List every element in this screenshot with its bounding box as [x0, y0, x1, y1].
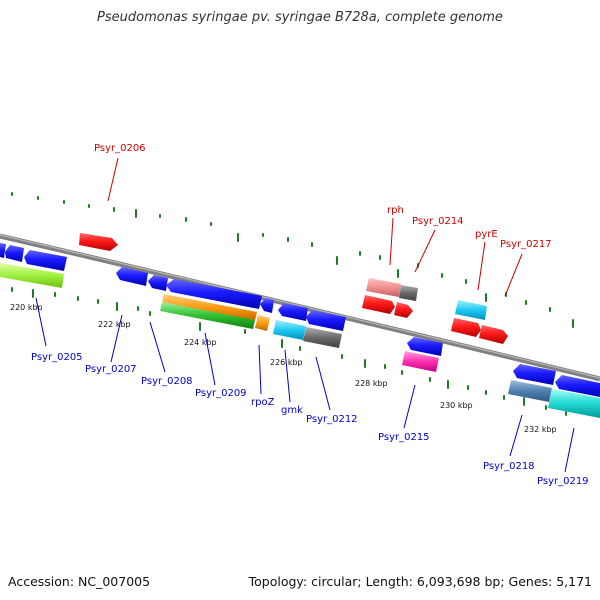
gene-pyre[interactable] [455, 300, 487, 320]
gene-label-pyre[interactable]: pyrE [475, 229, 498, 240]
gene-psyr-0207-b[interactable] [148, 275, 168, 291]
gene-psyr-0212-upper[interactable] [306, 310, 346, 331]
gene-psyr-0207[interactable] [116, 267, 148, 286]
gene-psyr-0209[interactable] [160, 302, 255, 329]
gene-label-psyr-0215[interactable]: Psyr_0215 [378, 432, 430, 443]
genome-summary-text: Topology: circular; Length: 6,093,698 bp… [248, 574, 592, 589]
gene-rpoz[interactable] [255, 315, 270, 331]
gene-label-rph[interactable]: rph [387, 205, 404, 216]
accession-text: Accession: NC_007005 [8, 574, 151, 589]
gene-label-psyr-0214[interactable]: Psyr_0214 [412, 216, 464, 227]
gene-psyr-0205-upper[interactable] [24, 250, 67, 271]
genome-title: Pseudomonas syringae pv. syringae B728a,… [97, 10, 503, 25]
gene-psyr-0217-a[interactable] [451, 318, 481, 337]
gene-psyr-0206[interactable] [79, 233, 118, 251]
forward-gene-labels: Psyr_0206 rph Psyr_0214 pyrE Psyr_0217 [94, 143, 552, 250]
forward-strand-genes [79, 233, 508, 344]
gene-psyr-0218[interactable] [508, 380, 552, 402]
gene-rph-companion[interactable] [399, 285, 418, 301]
gene-psyr-0217-b[interactable] [479, 325, 508, 344]
gene-psyr-0208[interactable] [166, 279, 262, 309]
gene-psyr-0212[interactable] [303, 327, 342, 348]
gene-psyr-0214-b[interactable] [394, 302, 413, 318]
gene-gmk[interactable] [273, 320, 306, 340]
gene-label-psyr-0207[interactable]: Psyr_0207 [85, 364, 137, 375]
gene-label-psyr-0212[interactable]: Psyr_0212 [306, 414, 358, 425]
gene-psyr-0209-upper[interactable] [162, 294, 257, 321]
label-leader-lines [35, 157, 575, 473]
scale-label: 224 kbp [184, 338, 217, 347]
gene-gmk-upper[interactable] [278, 303, 308, 321]
gene-psyr-0205[interactable] [0, 263, 64, 288]
gene-rph[interactable] [366, 278, 401, 297]
scale-label: 228 kbp [355, 379, 388, 388]
gene-label-rpoz[interactable]: rpoZ [251, 397, 275, 408]
gene-label-psyr-0218[interactable]: Psyr_0218 [483, 461, 535, 472]
gene-psyr-0218-upper[interactable] [513, 364, 556, 385]
gene-label-psyr-0209[interactable]: Psyr_0209 [195, 388, 247, 399]
gene-psyr-0208-b[interactable] [260, 298, 274, 313]
gene-psyr-0219[interactable] [548, 389, 600, 418]
inner-tick-marks [11, 287, 567, 416]
gene-left-edge-a[interactable] [0, 243, 6, 258]
gene-label-psyr-0208[interactable]: Psyr_0208 [141, 376, 193, 387]
reverse-gene-labels: Psyr_0205 Psyr_0207 Psyr_0208 Psyr_0209 … [31, 352, 589, 487]
gene-psyr-0215[interactable] [402, 351, 439, 372]
gene-label-psyr-0219[interactable]: Psyr_0219 [537, 476, 589, 487]
gene-label-psyr-0217[interactable]: Psyr_0217 [500, 239, 552, 250]
gene-psyr-0214-a[interactable] [362, 295, 395, 314]
scale-label: 220 kbp [10, 303, 43, 312]
gene-left-edge-b[interactable] [5, 245, 24, 262]
scale-label: 222 kbp [98, 320, 131, 329]
gene-psyr-0215-upper[interactable] [407, 337, 443, 356]
scale-label: 232 kbp [524, 425, 557, 434]
reverse-strand-genes [0, 243, 600, 418]
gene-psyr-0219-upper[interactable] [555, 375, 600, 397]
scale-label: 230 kbp [440, 401, 473, 410]
gene-label-psyr-0205[interactable]: Psyr_0205 [31, 352, 83, 363]
gene-label-psyr-0206[interactable]: Psyr_0206 [94, 143, 146, 154]
gene-label-gmk[interactable]: gmk [281, 405, 303, 416]
